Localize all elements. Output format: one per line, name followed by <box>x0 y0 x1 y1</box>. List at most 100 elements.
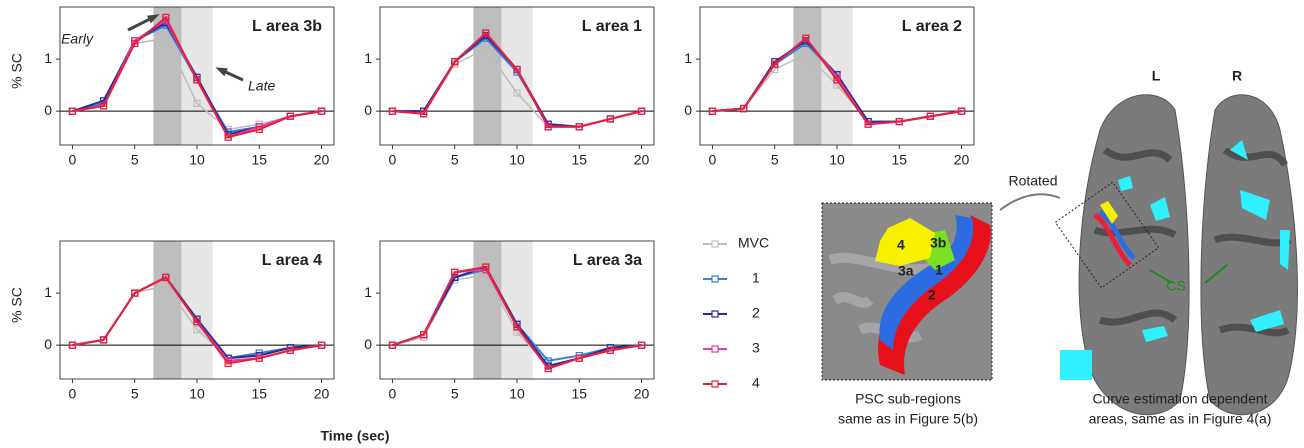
annotation: Late <box>248 78 275 94</box>
point <box>388 341 397 349</box>
point <box>224 359 232 367</box>
plot-border <box>59 240 335 380</box>
point <box>957 107 966 115</box>
point <box>68 107 77 115</box>
inset <box>821 202 993 381</box>
point <box>193 76 201 84</box>
y-tick-label: 1 <box>364 284 372 300</box>
x-tick-label: 5 <box>131 386 139 402</box>
plot-border <box>379 240 655 380</box>
annotation: Early <box>61 31 94 47</box>
shaded-window <box>473 241 502 379</box>
point <box>162 13 170 22</box>
area-caption: areas, same as in Figure 4(a) <box>1089 411 1272 427</box>
y-axis-label: % SC <box>9 287 25 323</box>
point <box>513 89 521 97</box>
chart: 0 5 10 15 20 0 1 L area 2 <box>684 6 975 168</box>
chart-title: L area 2 <box>902 18 962 35</box>
chart-title: L area 3b <box>252 18 322 35</box>
y-tick-label: 1 <box>44 50 52 66</box>
region-label: 2 <box>928 287 936 303</box>
legend-swatch <box>711 240 719 248</box>
x-tick-label: 0 <box>389 152 397 168</box>
x-tick-label: 10 <box>829 152 845 168</box>
y-tick-label: 1 <box>44 284 52 300</box>
plot-border <box>59 6 335 146</box>
point <box>68 341 77 349</box>
point <box>482 45 490 53</box>
point <box>637 341 646 349</box>
region-label: 3a <box>898 263 914 279</box>
series-line <box>712 36 962 126</box>
point <box>193 325 201 334</box>
x-tick-label: 5 <box>451 152 459 168</box>
point <box>193 99 201 107</box>
region-label: 1 <box>935 262 943 278</box>
series-line <box>392 265 642 370</box>
chart-title: L area 4 <box>262 252 322 269</box>
point <box>286 112 295 120</box>
legend-swatch <box>711 275 719 283</box>
hemisphere-label: R <box>1232 68 1242 84</box>
point <box>317 107 326 115</box>
shaded-window <box>473 7 502 145</box>
point <box>482 29 490 37</box>
x-tick-label: 10 <box>509 386 525 402</box>
inset-caption: PSC sub-regions <box>855 391 961 407</box>
y-tick-label: 1 <box>684 50 692 66</box>
x-tick-label: 20 <box>634 152 650 168</box>
legend-swatch <box>711 310 719 318</box>
point <box>544 364 552 373</box>
x-tick-label: 15 <box>571 152 587 168</box>
x-tick-label: 0 <box>389 386 397 402</box>
x-tick-label: 10 <box>189 152 205 168</box>
shaded-window <box>181 241 213 379</box>
point <box>771 60 779 68</box>
x-tick-label: 20 <box>314 386 330 402</box>
point <box>895 117 903 126</box>
shaded-window <box>793 7 822 145</box>
y-tick-label: 0 <box>684 102 692 118</box>
point <box>255 354 263 362</box>
point <box>606 346 615 354</box>
y-tick-label: 0 <box>364 336 372 352</box>
point <box>482 263 490 271</box>
point <box>451 268 459 276</box>
legend-label: 1 <box>752 270 760 286</box>
x-tick-label: 5 <box>771 152 779 168</box>
inset-caption: same as in Figure 5(b) <box>838 411 978 427</box>
chart-title: L area 1 <box>582 18 642 35</box>
legend-swatch <box>711 345 719 353</box>
x-tick-label: 10 <box>509 152 525 168</box>
shaded-window <box>501 7 533 145</box>
point <box>388 107 397 115</box>
point <box>131 289 139 297</box>
plot-border <box>379 6 655 146</box>
y-tick-label: 0 <box>44 336 52 352</box>
point <box>802 34 810 42</box>
legend-label: 2 <box>752 305 760 321</box>
annotation-arrowhead <box>215 67 228 77</box>
point <box>637 107 646 115</box>
x-tick-label: 20 <box>314 152 330 168</box>
x-tick-label: 15 <box>251 152 267 168</box>
region-label: 4 <box>897 237 905 253</box>
plot-border <box>699 6 975 146</box>
point <box>513 65 521 74</box>
point <box>224 133 232 141</box>
y-tick-label: 1 <box>364 50 372 66</box>
point <box>162 281 170 289</box>
chart: 0 5 10 15 20 0 1 L area 1 <box>364 6 655 168</box>
annotation-arrowhead <box>147 14 160 24</box>
point <box>739 104 748 113</box>
rotated-label: Rotated <box>1008 173 1057 189</box>
point <box>286 346 295 354</box>
shaded-window <box>153 241 182 379</box>
brain <box>999 94 1298 416</box>
point <box>99 102 108 110</box>
x-tick-label: 15 <box>251 386 267 402</box>
chart: 0 5 10 15 20 0 1 L area 3a <box>364 240 655 402</box>
x-tick-label: 10 <box>189 386 205 402</box>
point <box>162 34 170 42</box>
